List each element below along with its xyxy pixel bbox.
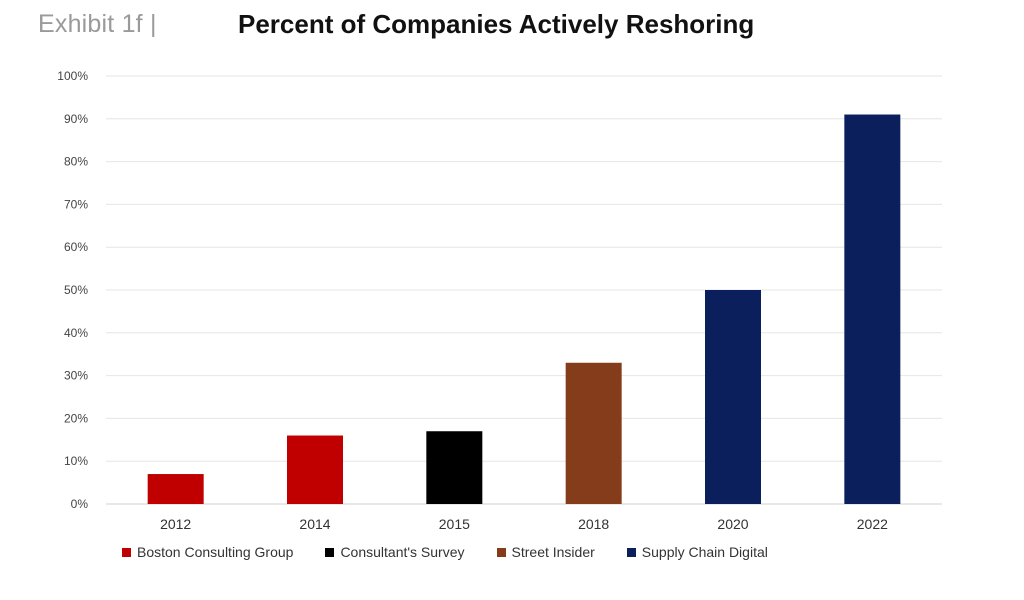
legend-label: Street Insider xyxy=(511,544,595,560)
legend-swatch xyxy=(122,547,131,557)
y-tick-label: 100% xyxy=(57,69,88,83)
bar-2014 xyxy=(287,435,343,504)
chart-legend: Boston Consulting Group Consultant's Surv… xyxy=(122,544,800,560)
x-tick-label: 2012 xyxy=(160,516,191,532)
bar-2012 xyxy=(147,474,204,504)
y-tick-label: 10% xyxy=(64,454,88,468)
y-tick-label: 90% xyxy=(64,112,88,126)
x-tick-label: 2015 xyxy=(439,516,470,532)
exhibit-label: Exhibit 1f | xyxy=(38,10,157,38)
legend-label: Boston Consulting Group xyxy=(137,544,294,560)
bar-2022 xyxy=(844,114,901,505)
y-tick-label: 50% xyxy=(64,283,88,297)
bar-2018 xyxy=(565,362,622,504)
legend-item: Supply Chain Digital xyxy=(626,544,768,560)
bar-2015 xyxy=(426,431,483,504)
y-tick-label: 60% xyxy=(64,240,88,254)
legend-item: Street Insider xyxy=(496,544,595,560)
y-tick-label: 20% xyxy=(64,411,88,425)
x-tick-label: 2018 xyxy=(578,516,609,532)
legend-label: Consultant's Survey xyxy=(340,544,465,560)
x-tick-label: 2020 xyxy=(717,516,748,532)
legend-label: Supply Chain Digital xyxy=(641,544,768,560)
legend-swatch xyxy=(496,547,506,557)
bar-chart: 0% 10% 20% 30% 40% 50% 60% 70% 80% 90% 100% 2012 201… xyxy=(57,69,942,532)
legend-swatch xyxy=(325,547,335,557)
chart-title: Percent of Companies Actively Reshoring xyxy=(238,9,755,39)
legend-swatch xyxy=(626,547,636,557)
y-tick-label: 80% xyxy=(64,155,88,169)
y-tick-label: 40% xyxy=(64,326,88,340)
y-tick-label: 0% xyxy=(71,497,89,511)
legend-item: Boston Consulting Group xyxy=(122,544,293,560)
x-tick-label: 2022 xyxy=(857,516,888,532)
bar-2020 xyxy=(705,290,761,504)
y-tick-label: 30% xyxy=(64,369,88,383)
legend-item: Consultant's Survey xyxy=(325,544,465,560)
x-tick-label: 2014 xyxy=(299,516,330,532)
y-tick-label: 70% xyxy=(64,197,88,211)
